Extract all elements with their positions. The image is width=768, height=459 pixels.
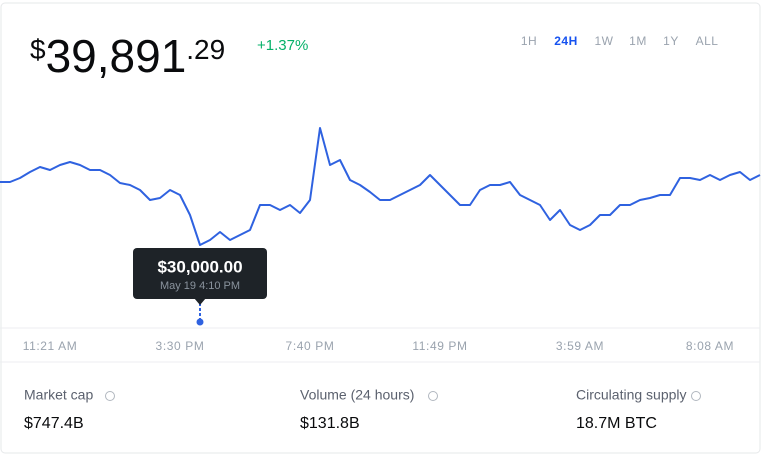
x-tick-label: 8:08 AM [686, 339, 734, 353]
x-tick-label: 11:21 AM [23, 339, 78, 353]
stat-label: Volume (24 hours) [300, 387, 414, 403]
time-range-tab[interactable]: ALL [696, 34, 719, 48]
price-cents: .29 [186, 34, 225, 65]
tooltip-box [133, 248, 267, 299]
time-range-tab[interactable]: 24H [554, 34, 578, 48]
info-icon [691, 391, 701, 401]
info-icon [105, 391, 115, 401]
x-tick-label: 3:30 PM [156, 339, 205, 353]
time-range-tab[interactable]: 1W [595, 34, 614, 48]
time-range-tab[interactable]: 1M [629, 34, 647, 48]
x-tick-label: 7:40 PM [286, 339, 335, 353]
tooltip-dot [196, 318, 204, 326]
card-border [0, 2, 761, 454]
price: $39,891.29 [30, 30, 225, 82]
tooltip-pointer [194, 298, 206, 305]
price-change: +1.37% [257, 37, 308, 54]
price-line [0, 127, 761, 246]
time-range-tab[interactable]: 1H [521, 34, 537, 48]
x-tick-label: 3:59 AM [556, 339, 604, 353]
x-tick-label: 11:49 PM [412, 339, 467, 353]
stat-label: Market cap [24, 387, 93, 403]
stat-value: $131.8B [300, 415, 360, 432]
time-range-tab[interactable]: 1Y [663, 34, 679, 48]
stat-label: Circulating supply [576, 387, 687, 403]
currency: $ [30, 34, 46, 65]
stat-value: 18.7M BTC [576, 415, 657, 432]
info-icon [428, 391, 438, 401]
tooltip-time: May 19 4:10 PM [160, 280, 240, 292]
stat-value: $747.4B [24, 415, 84, 432]
price-whole: 39,891 [46, 30, 187, 82]
tooltip-value: $30,000.00 [157, 257, 242, 276]
